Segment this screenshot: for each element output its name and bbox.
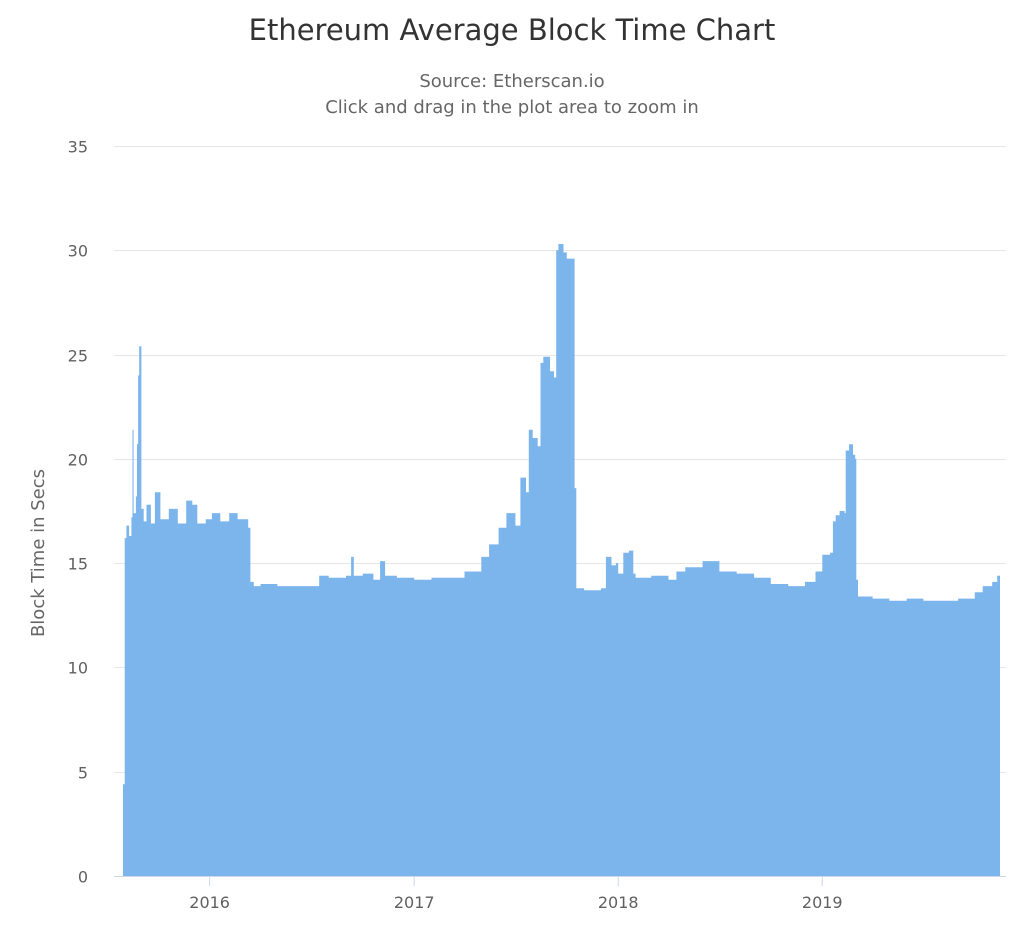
y-axis-labels: 0 5 10 15 20 25 30 35 — [68, 138, 88, 887]
x-axis-labels: 2016 2017 2018 2019 — [189, 876, 843, 912]
x-tick-label: 2018 — [598, 893, 639, 912]
y-tick-label: 5 — [78, 764, 88, 783]
y-tick-label: 0 — [78, 868, 88, 887]
chart-subtitle-source: Source: Etherscan.io — [419, 71, 604, 92]
y-tick-label: 20 — [68, 451, 88, 470]
y-tick-label: 10 — [68, 659, 88, 678]
chart-subtitle-hint: Click and drag in the plot area to zoom … — [325, 97, 699, 118]
x-tick-label: 2019 — [802, 893, 843, 912]
x-tick-label: 2017 — [394, 893, 435, 912]
y-tick-label: 35 — [68, 138, 88, 157]
y-tick-label: 25 — [68, 347, 88, 366]
y-axis-title: Block Time in Secs — [28, 469, 49, 637]
y-tick-label: 30 — [68, 242, 88, 261]
chart-title: Ethereum Average Block Time Chart — [249, 13, 776, 47]
y-tick-label: 15 — [68, 555, 88, 574]
block-time-area-series[interactable] — [123, 244, 1000, 876]
x-tick-label: 2016 — [189, 893, 230, 912]
